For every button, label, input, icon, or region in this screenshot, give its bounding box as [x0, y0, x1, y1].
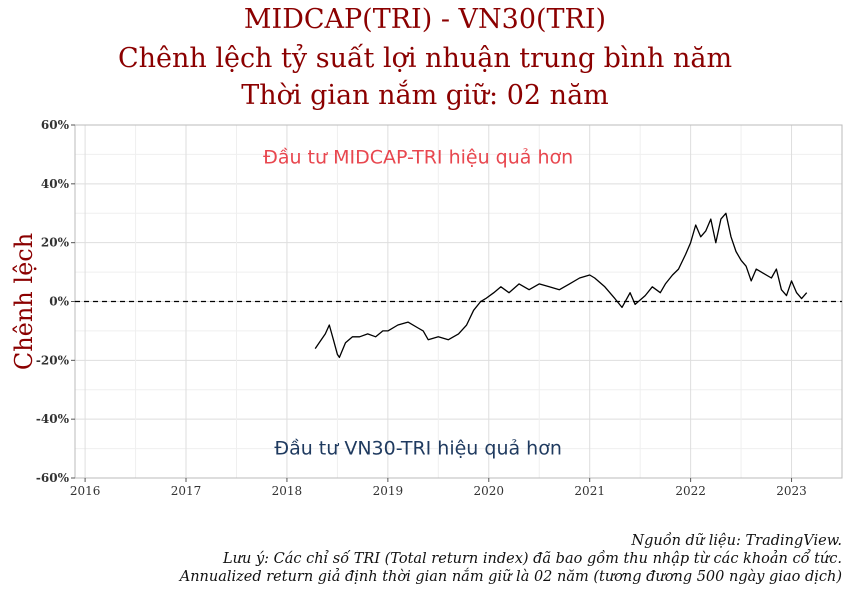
- annotation-vn30: Đầu tư VN30-TRI hiệu quả hơn: [274, 438, 562, 460]
- x-tick-label: 2020: [474, 484, 505, 498]
- footnote-source: Nguồn dữ liệu: TradingView.: [631, 533, 842, 549]
- x-axis-ticks: 2016 2017 2018 2019 2020 2021 2022 2023: [70, 478, 807, 498]
- x-tick-label: 2016: [70, 484, 101, 498]
- chart-title-line-3: Thời gian nắm giữ: 02 năm: [241, 80, 609, 111]
- footnote-annualized: Annualized return giả định thời gian nắm…: [179, 569, 842, 585]
- annotation-midcap: Đầu tư MIDCAP-TRI hiệu quả hơn: [263, 146, 573, 168]
- x-tick-label: 2018: [272, 484, 303, 498]
- series-line: [314, 212, 808, 359]
- footnotes: Nguồn dữ liệu: TradingView. Lưu ý: Các c…: [180, 532, 842, 586]
- x-tick-label: 2017: [171, 484, 202, 498]
- chart-title-line-2: Chênh lệch tỷ suất lợi nhuận trung bình …: [117, 43, 733, 74]
- y-tick-label: 0%: [49, 295, 69, 309]
- y-axis-ticks: 60% 40% 20% 0% -20% -40% -60%: [36, 118, 75, 485]
- y-tick-label: -60%: [36, 471, 70, 485]
- y-tick-label: 40%: [41, 177, 70, 191]
- y-tick-label: 60%: [41, 118, 70, 132]
- y-tick-label: 20%: [41, 236, 70, 250]
- y-tick-label: -20%: [36, 353, 70, 367]
- x-tick-label: 2023: [776, 484, 807, 498]
- footnote-tri: Lưu ý: Các chỉ số TRI (Total return inde…: [223, 551, 842, 567]
- chart-title-line-1: MIDCAP(TRI) - VN30(TRI): [243, 4, 607, 35]
- x-tick-label: 2022: [675, 484, 706, 498]
- x-tick-label: 2021: [574, 484, 605, 498]
- y-tick-label: -40%: [36, 412, 70, 426]
- x-tick-label: 2019: [373, 484, 404, 498]
- y-axis-label: Chênh lệch: [10, 233, 38, 370]
